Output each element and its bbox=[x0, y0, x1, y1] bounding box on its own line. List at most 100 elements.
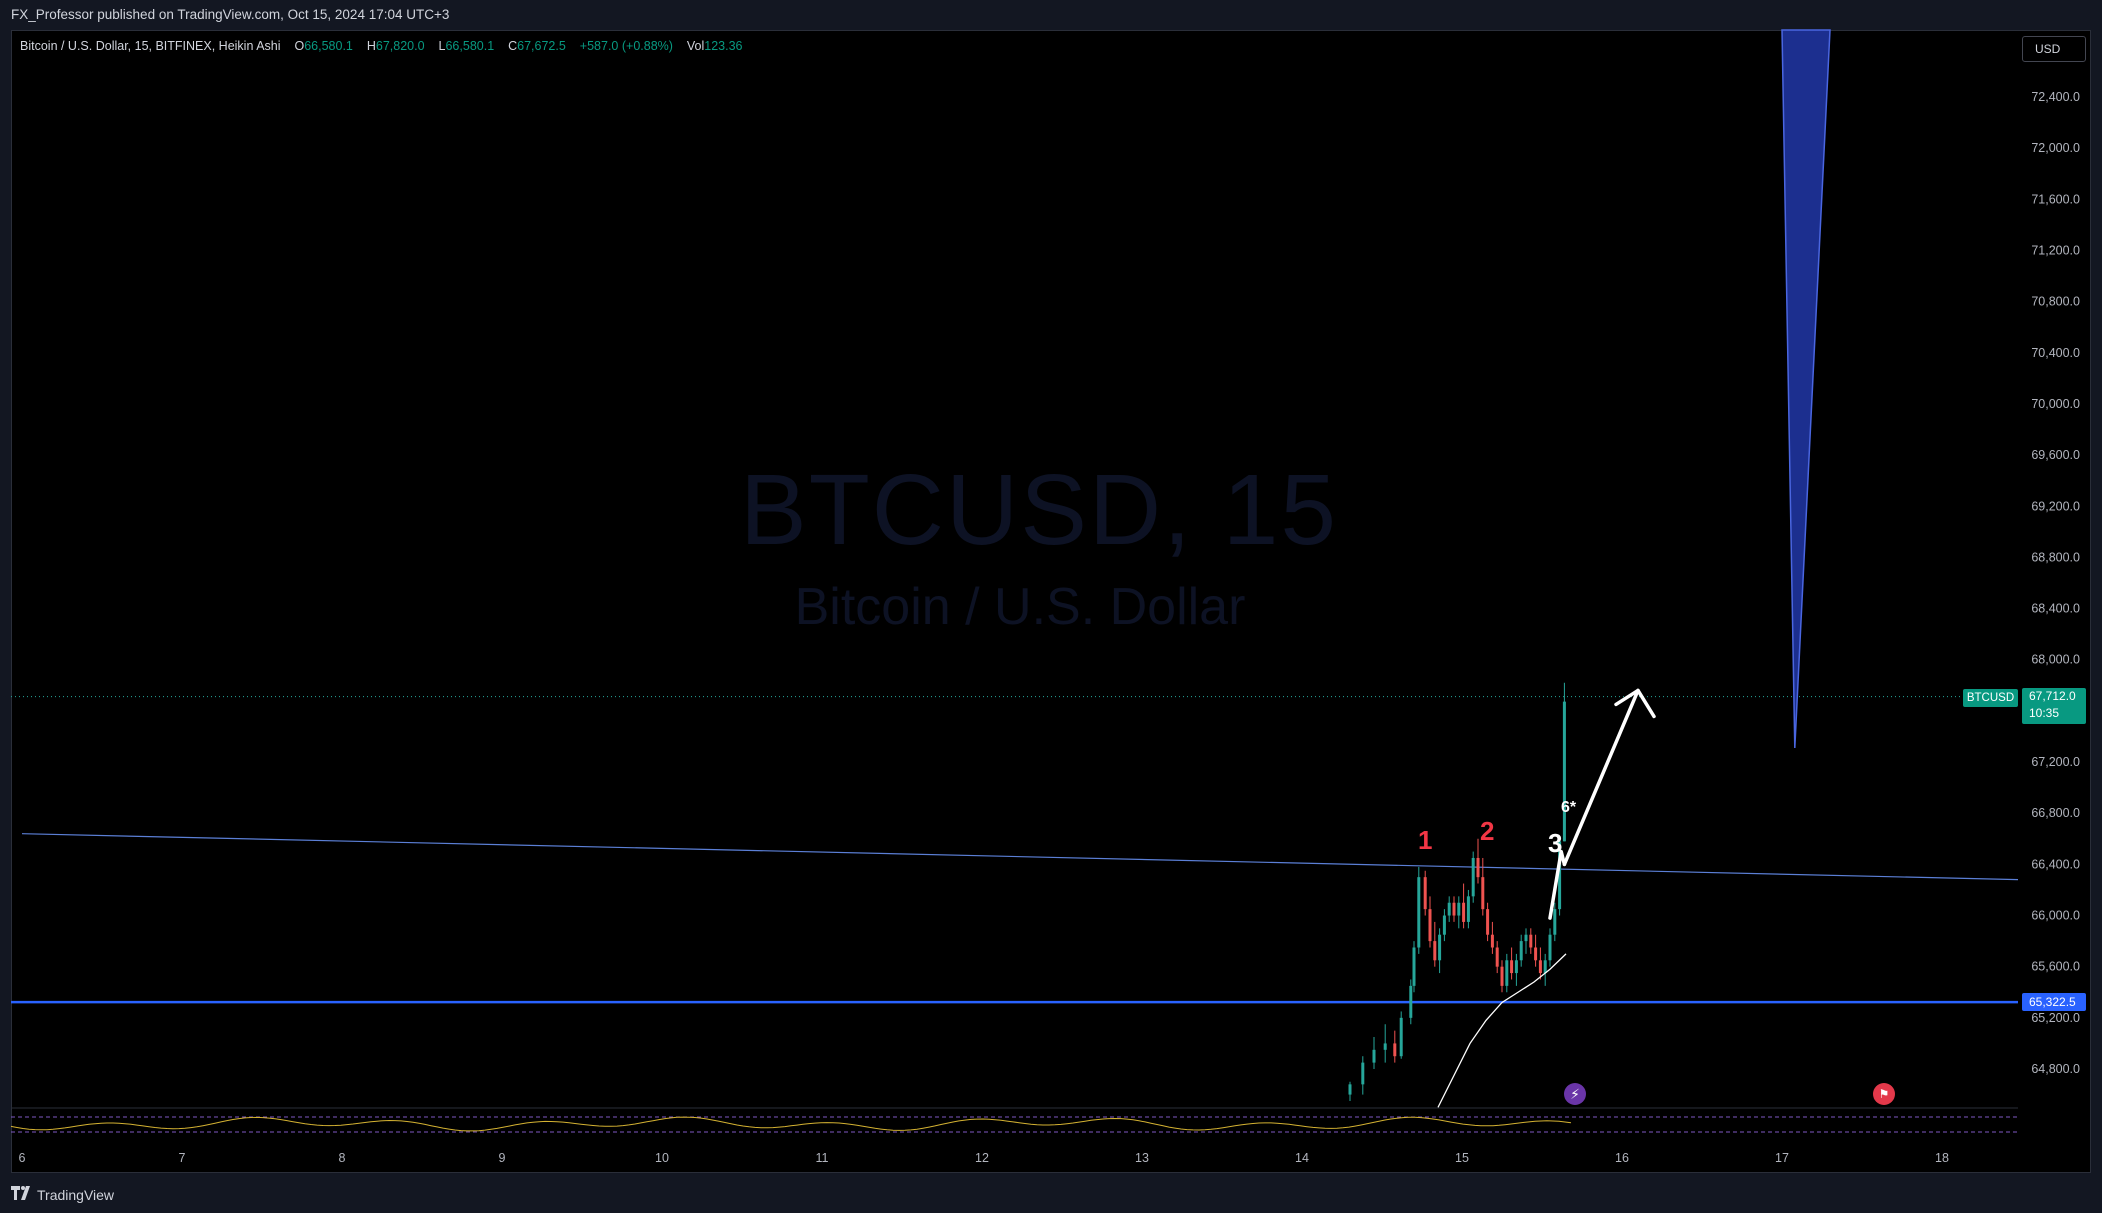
candle-body bbox=[1466, 896, 1470, 922]
publish-header: FX_Professor published on TradingView.co… bbox=[0, 0, 2102, 30]
y-tick-label: 72,000.0 bbox=[2031, 141, 2080, 155]
watermark-title: BTCUSD, 15 bbox=[740, 454, 1338, 566]
candle-body bbox=[1428, 909, 1432, 942]
y-tick-label: 72,400.0 bbox=[2031, 90, 2080, 104]
candle-body bbox=[1481, 877, 1485, 910]
y-tick-label: 68,800.0 bbox=[2031, 550, 2080, 564]
x-tick-label: 17 bbox=[1775, 1151, 1789, 1165]
y-tick-label: 71,200.0 bbox=[2031, 243, 2080, 257]
candle-body bbox=[1409, 985, 1413, 1018]
trend-line bbox=[21, 833, 2019, 881]
x-tick-label: 9 bbox=[499, 1151, 506, 1165]
lightning-icon[interactable]: ⚡ bbox=[1564, 1083, 1586, 1105]
x-tick-label: 6 bbox=[19, 1151, 26, 1165]
legend-high: 67,820.0 bbox=[375, 39, 425, 53]
candle-body bbox=[1471, 857, 1475, 897]
x-tick-label: 8 bbox=[339, 1151, 346, 1165]
wave-label-6: 6* bbox=[1561, 799, 1577, 816]
candle-body bbox=[1543, 960, 1547, 974]
candle-body bbox=[1452, 902, 1456, 916]
level-price-tag: 65,322.5 bbox=[2022, 993, 2086, 1011]
candle-body bbox=[1562, 701, 1566, 842]
x-tick-label: 7 bbox=[179, 1151, 186, 1165]
last-price-tag: 67,712.0 10:35 bbox=[2022, 688, 2086, 724]
footer: TradingView bbox=[0, 1173, 2102, 1213]
tradingview-logo-icon bbox=[11, 1186, 30, 1200]
candle-body bbox=[1412, 947, 1416, 986]
legend-open-key: O bbox=[294, 39, 305, 53]
candle-body bbox=[1548, 934, 1552, 961]
candle-body bbox=[1372, 1049, 1376, 1063]
candle-body bbox=[1447, 902, 1451, 916]
candle-body bbox=[1462, 902, 1466, 922]
y-tick-label: 70,400.0 bbox=[2031, 346, 2080, 360]
legend-symbol: Bitcoin / U.S. Dollar, 15, BITFINEX, Hei… bbox=[20, 39, 281, 53]
publish-line: FX_Professor published on TradingView.co… bbox=[11, 7, 450, 22]
candle-body bbox=[1457, 902, 1461, 916]
y-tick-label: 70,800.0 bbox=[2031, 295, 2080, 309]
candle-body bbox=[1538, 960, 1542, 974]
y-tick-label: 68,400.0 bbox=[2031, 602, 2080, 616]
chart-frame[interactable] bbox=[11, 30, 2091, 1173]
candle-body bbox=[1393, 1043, 1397, 1057]
x-tick-label: 11 bbox=[816, 1151, 829, 1165]
symbol-watermark: BTCUSD, 15 Bitcoin / U.S. Dollar bbox=[740, 454, 1338, 637]
candle-body bbox=[1534, 947, 1538, 961]
legend-close-key: C bbox=[508, 39, 518, 53]
candle-body bbox=[1476, 857, 1480, 878]
us-flag-icon[interactable]: ⚑ bbox=[1873, 1083, 1895, 1105]
watermark-subtitle: Bitcoin / U.S. Dollar bbox=[794, 578, 1246, 636]
legend-low: 66,580.1 bbox=[445, 39, 495, 53]
candle-body bbox=[1495, 947, 1499, 967]
legend-change: +587.0 (+0.88%) bbox=[579, 39, 673, 53]
drawing-lines bbox=[11, 29, 2019, 1004]
wave-label-1: 1 bbox=[1418, 825, 1433, 855]
candles bbox=[1348, 682, 1567, 1108]
currency-button[interactable]: USD bbox=[2022, 36, 2086, 62]
candle-body bbox=[1500, 966, 1504, 986]
candle-body bbox=[1510, 960, 1514, 974]
time-axis[interactable]: 6 7 8 9 10 11 12 13 14 15 16 17 18 bbox=[19, 1151, 1949, 1165]
candle-body bbox=[1442, 915, 1446, 935]
bar-countdown: 10:35 bbox=[2029, 706, 2060, 720]
candle-body bbox=[1519, 941, 1523, 961]
wave-label-3: 3 bbox=[1548, 828, 1563, 858]
x-tick-label: 10 bbox=[655, 1151, 669, 1165]
y-tick-label: 65,600.0 bbox=[2031, 960, 2080, 974]
last-price: 67,712.0 bbox=[2029, 689, 2076, 703]
y-tick-label: 64,800.0 bbox=[2031, 1062, 2080, 1076]
candle-body bbox=[1361, 1062, 1365, 1085]
y-tick-label: 66,400.0 bbox=[2031, 857, 2080, 871]
moving-average-line bbox=[1437, 953, 1567, 1108]
wave-label-2: 2 bbox=[1480, 816, 1495, 846]
candle-body bbox=[1529, 934, 1533, 948]
y-tick-label: 70,000.0 bbox=[2031, 397, 2080, 411]
projection-arrow-shaft bbox=[1562, 688, 1640, 867]
annotations bbox=[1548, 688, 1656, 920]
x-tick-label: 13 bbox=[1135, 1151, 1149, 1165]
legend-open: 66,580.1 bbox=[304, 39, 353, 53]
candle-body bbox=[1553, 909, 1557, 935]
candle-body bbox=[1423, 877, 1427, 910]
legend-low-key: L bbox=[438, 39, 446, 53]
x-tick-label: 15 bbox=[1455, 1151, 1469, 1165]
candle-body bbox=[1399, 1017, 1403, 1057]
candle-body bbox=[1348, 1084, 1352, 1095]
candle-body bbox=[1490, 934, 1494, 948]
legend-high-key: H bbox=[366, 39, 376, 53]
x-tick-label: 16 bbox=[1615, 1151, 1629, 1165]
ticker-tag: BTCUSD bbox=[1963, 689, 2018, 707]
oscillator-panel bbox=[10, 1107, 2018, 1133]
candle-body bbox=[1524, 934, 1528, 942]
x-tick-label: 18 bbox=[1935, 1151, 1949, 1165]
candle-body bbox=[1433, 941, 1437, 961]
price-axis[interactable]: 64,800.0 65,200.0 65,600.0 66,000.0 66,400.0… bbox=[2031, 90, 2080, 1076]
projection-wedge bbox=[1781, 29, 1831, 749]
y-tick-label: 68,000.0 bbox=[2031, 653, 2080, 667]
legend-volume: 123.36 bbox=[704, 39, 743, 53]
y-tick-label: 66,800.0 bbox=[2031, 806, 2080, 820]
y-tick-label: 69,600.0 bbox=[2031, 448, 2080, 462]
ohlc-legend[interactable]: Bitcoin / U.S. Dollar, 15, BITFINEX, Hei… bbox=[20, 39, 743, 53]
y-tick-label: 65,200.0 bbox=[2031, 1011, 2080, 1025]
